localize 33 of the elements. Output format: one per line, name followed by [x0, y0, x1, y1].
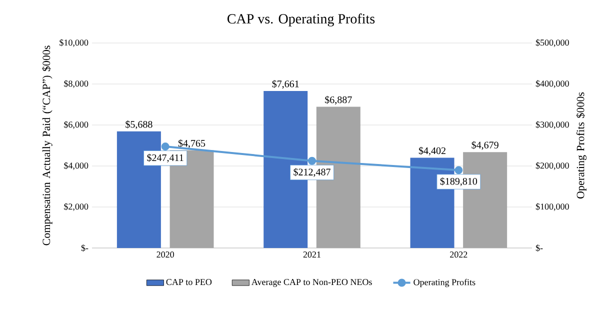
chart-title: CAP vs. Operating Profits [228, 14, 375, 26]
data-label: $7,661 [272, 80, 299, 89]
y-tick-label: $4,000 [64, 162, 88, 170]
point [161, 142, 170, 151]
data-label: $247,411 [147, 154, 184, 163]
y2-axis-title: Operating Profits $000s [576, 92, 586, 199]
point [454, 166, 463, 174]
y-tick-label: $10,000 [60, 39, 88, 47]
y2-tick-label: $100,000 [536, 203, 569, 211]
y-tick-label: $6,000 [64, 121, 88, 129]
y2-tick-label: $- [536, 244, 543, 252]
y2-tick-label: $300,000 [536, 121, 569, 129]
data-label: $189,810 [440, 177, 478, 186]
y-tick-label: $- [81, 244, 88, 252]
data-label: $4,402 [418, 146, 446, 156]
y2-tick-label: $200,000 [536, 162, 569, 170]
legend-label: Operating Profits [414, 278, 476, 288]
data-label: $4,765 [178, 139, 206, 148]
legend-label: Average CAP to Non-PEO NEOs [252, 279, 372, 287]
legend-label: CAP to PEO [166, 279, 212, 286]
y2-tick-label: $500,000 [536, 39, 569, 47]
data-label: $6,887 [325, 96, 352, 105]
point [308, 156, 316, 165]
y-axis-title: Compensation Actually Paid (“CAP”) $000s [42, 46, 52, 246]
y2-tick-label: $400,000 [536, 80, 569, 88]
x-tick-label: 2021 [303, 252, 320, 258]
data-label: $212,487 [294, 168, 330, 177]
data-label: $4,679 [472, 141, 498, 150]
y-tick-label: $8,000 [64, 80, 88, 88]
x-tick-label: 2022 [450, 252, 468, 258]
x-tick-label: 2020 [156, 252, 174, 258]
y-tick-label: $2,000 [64, 203, 88, 211]
data-label: $5,688 [126, 120, 152, 130]
